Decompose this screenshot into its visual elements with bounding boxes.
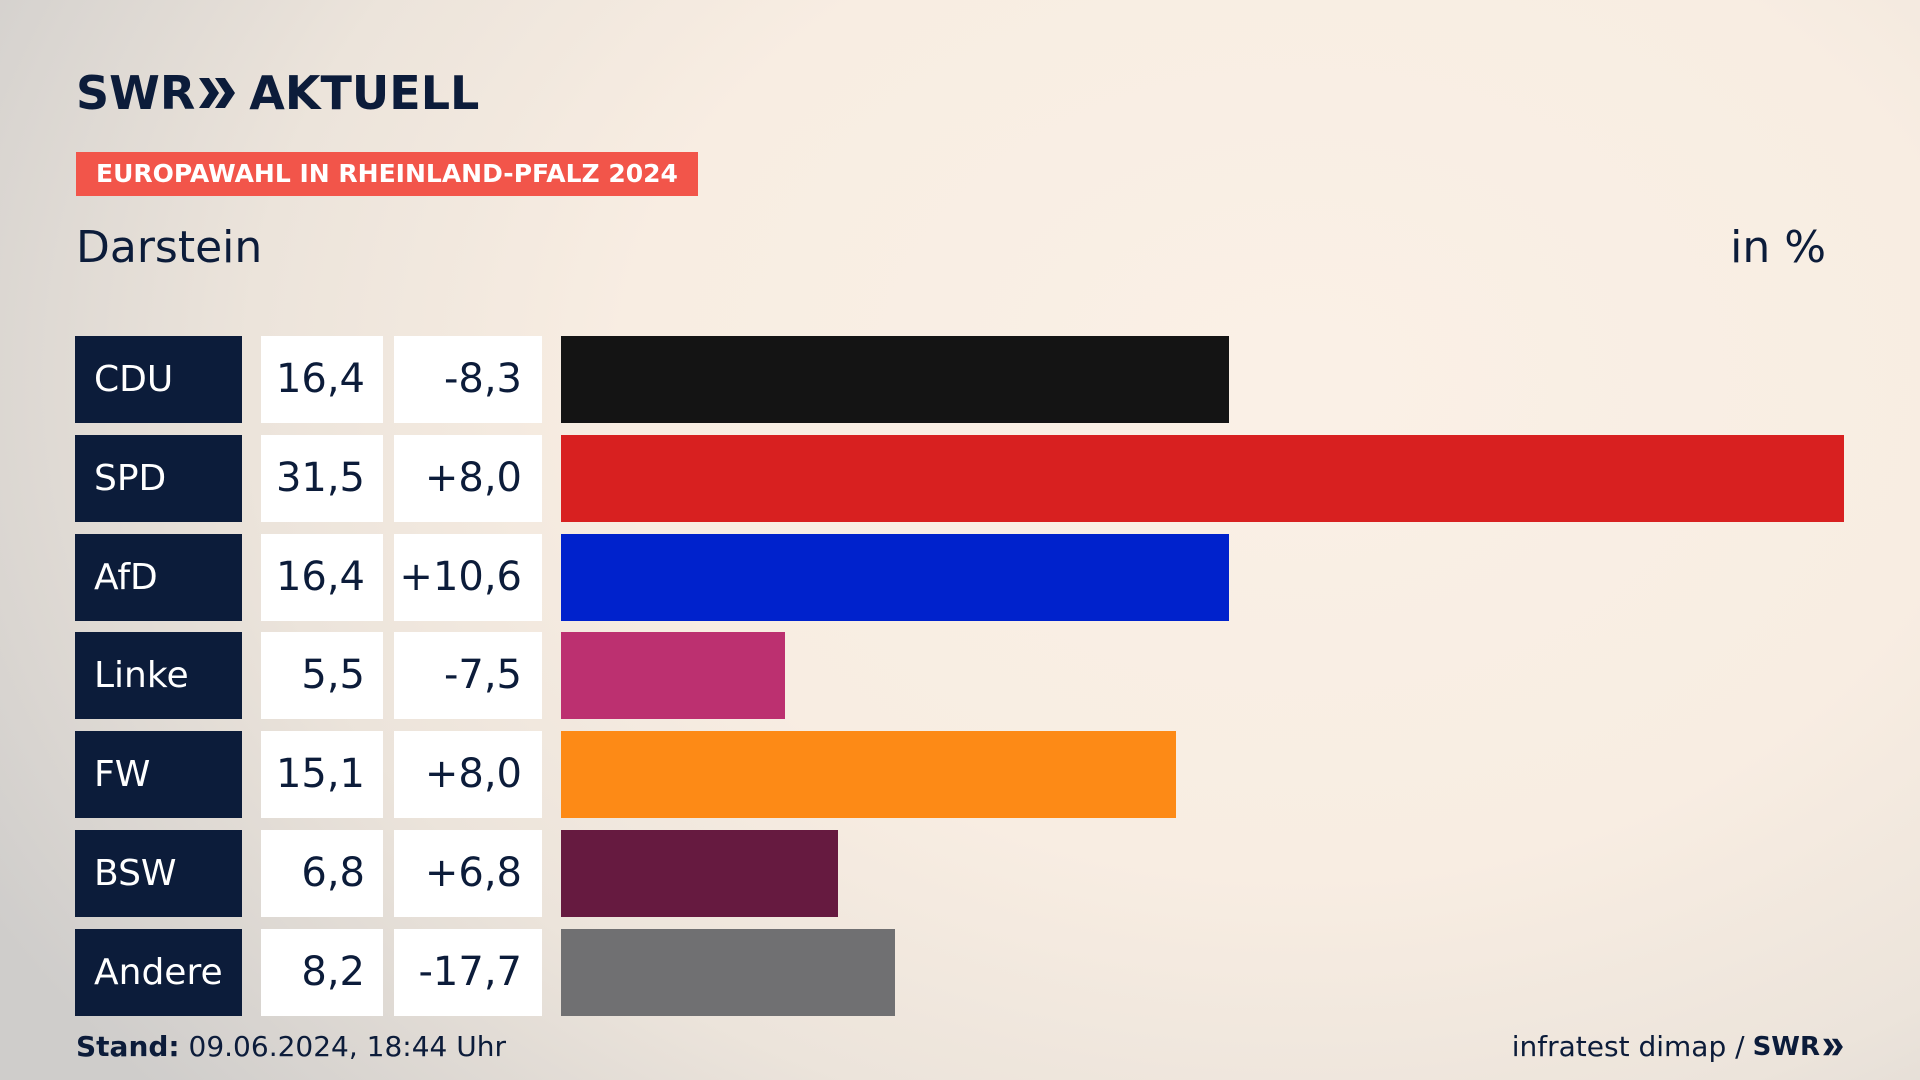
swr-small-logo: SWR bbox=[1753, 1030, 1844, 1064]
vote-change-value: +6,8 bbox=[394, 830, 542, 917]
party-label: SPD bbox=[75, 435, 242, 522]
small-logo-brand: SWR bbox=[1752, 1032, 1820, 1062]
party-label: FW bbox=[75, 731, 242, 818]
swr-aktuell-logo: SWR AKTUELL bbox=[76, 66, 479, 120]
party-label: BSW bbox=[75, 830, 242, 917]
result-row-bsw: BSW 6,8 +6,8 bbox=[0, 830, 1920, 918]
bar-spd bbox=[561, 435, 1844, 522]
party-label: CDU bbox=[75, 336, 242, 423]
vote-change-value: -8,3 bbox=[394, 336, 542, 423]
unit-label: in % bbox=[1730, 222, 1826, 273]
vote-change-value: +8,0 bbox=[394, 731, 542, 818]
election-tag: EUROPAWAHL IN RHEINLAND-PFALZ 2024 bbox=[76, 152, 698, 196]
vote-change-value: -7,5 bbox=[394, 632, 542, 719]
vote-share-value: 16,4 bbox=[261, 534, 383, 621]
result-row-cdu: CDU 16,4 -8,3 bbox=[0, 336, 1920, 424]
timestamp: Stand: 09.06.2024, 18:44 Uhr bbox=[76, 1030, 506, 1064]
bar-bsw bbox=[561, 830, 838, 917]
double-chevron-icon bbox=[199, 78, 236, 108]
vote-share-value: 15,1 bbox=[261, 731, 383, 818]
vote-share-value: 6,8 bbox=[261, 830, 383, 917]
vote-change-value: +10,6 bbox=[394, 534, 542, 621]
party-label: AfD bbox=[75, 534, 242, 621]
party-label: Andere bbox=[75, 929, 242, 1016]
result-row-fw: FW 15,1 +8,0 bbox=[0, 731, 1920, 819]
bar-cdu bbox=[561, 336, 1229, 423]
bar-andere bbox=[561, 929, 895, 1016]
vote-share-value: 5,5 bbox=[261, 632, 383, 719]
result-row-afd: AfD 16,4 +10,6 bbox=[0, 534, 1920, 622]
bar-linke bbox=[561, 632, 785, 719]
vote-share-value: 16,4 bbox=[261, 336, 383, 423]
bar-fw bbox=[561, 731, 1176, 818]
result-row-andere: Andere 8,2 -17,7 bbox=[0, 929, 1920, 1017]
timestamp-label: Stand: bbox=[76, 1030, 180, 1063]
vote-change-value: +8,0 bbox=[394, 435, 542, 522]
timestamp-value: 09.06.2024, 18:44 Uhr bbox=[188, 1030, 506, 1063]
vote-share-value: 8,2 bbox=[261, 929, 383, 1016]
source-credit: infratest dimap / SWR bbox=[1512, 1030, 1844, 1064]
logo-program: AKTUELL bbox=[249, 66, 480, 120]
source-text: infratest dimap / bbox=[1511, 1030, 1745, 1063]
bar-afd bbox=[561, 534, 1229, 621]
vote-change-value: -17,7 bbox=[394, 929, 542, 1016]
logo-brand: SWR bbox=[76, 66, 196, 120]
result-row-linke: Linke 5,5 -7,5 bbox=[0, 632, 1920, 720]
double-chevron-icon-small bbox=[1823, 1038, 1843, 1056]
vote-share-value: 31,5 bbox=[261, 435, 383, 522]
party-label: Linke bbox=[75, 632, 242, 719]
result-row-spd: SPD 31,5 +8,0 bbox=[0, 435, 1920, 523]
place-title: Darstein bbox=[76, 222, 263, 273]
